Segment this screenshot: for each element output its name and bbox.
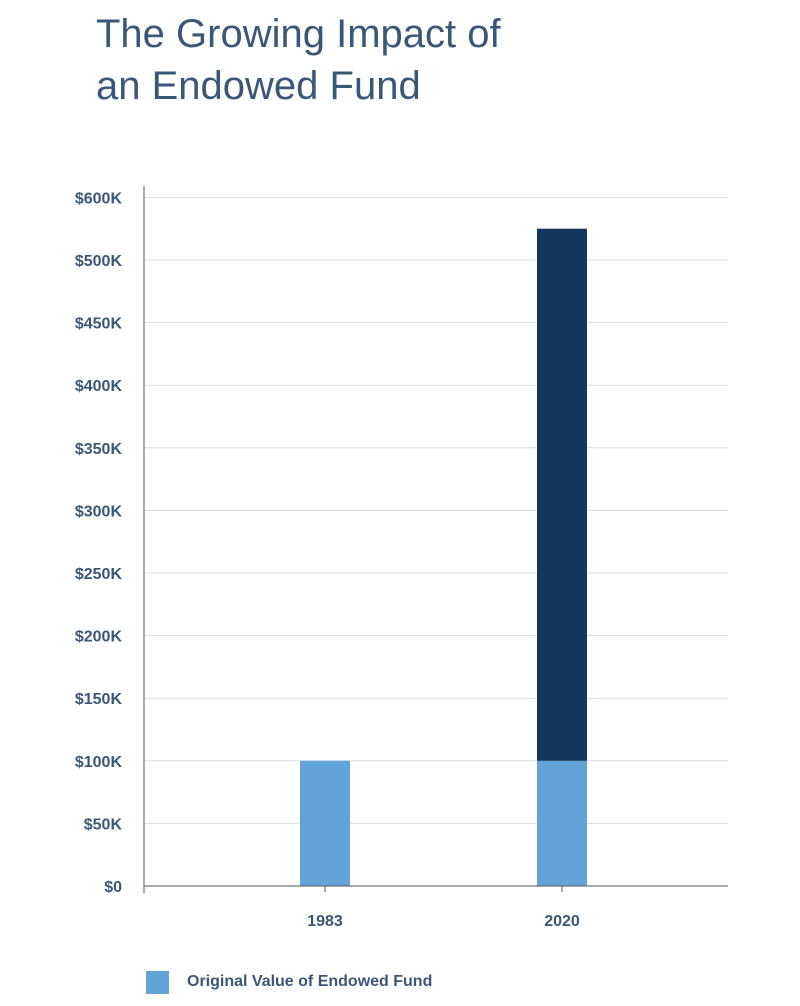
gridlines bbox=[144, 196, 728, 824]
y-tick-label: $400K bbox=[75, 378, 123, 395]
chart-title: The Growing Impact of an Endowed Fund bbox=[96, 8, 696, 112]
y-tick-label: $250K bbox=[75, 566, 123, 583]
y-tick-label: $300K bbox=[75, 503, 123, 520]
y-tick-label: $500K bbox=[75, 253, 123, 270]
legend-label-original-value: Original Value of Endowed Fund bbox=[187, 973, 433, 990]
bars bbox=[300, 228, 587, 886]
bar-growth-2020 bbox=[537, 228, 587, 761]
y-tick-label: $600K bbox=[75, 190, 123, 207]
axes bbox=[143, 186, 728, 893]
legend-swatch-original-value bbox=[146, 970, 169, 994]
chart-title-line-2: an Endowed Fund bbox=[96, 64, 421, 108]
y-tick-label: $350K bbox=[75, 441, 123, 458]
chart-title-line-1: The Growing Impact of bbox=[96, 12, 501, 56]
y-axis-tick-labels: $0 $50K $100K $150K $200K $250K $300K $350K $400… bbox=[75, 190, 123, 896]
y-tick-label: $450K bbox=[75, 316, 123, 333]
y-tick-label: $200K bbox=[75, 629, 123, 646]
y-tick-label: $50K bbox=[84, 816, 123, 833]
bar-original-value-1983 bbox=[300, 760, 350, 886]
y-tick-label: $150K bbox=[75, 691, 123, 708]
y-tick-label: $0 bbox=[104, 879, 122, 896]
y-tick-label: $100K bbox=[75, 754, 123, 771]
x-tick-label-2020: 2020 bbox=[544, 913, 580, 930]
legend: Original Value of Endowed Fund bbox=[146, 970, 432, 994]
x-axis-tick-labels: 1983 2020 bbox=[307, 913, 580, 930]
x-tick-label-1983: 1983 bbox=[307, 913, 343, 930]
bar-original-value-2020 bbox=[537, 760, 587, 886]
